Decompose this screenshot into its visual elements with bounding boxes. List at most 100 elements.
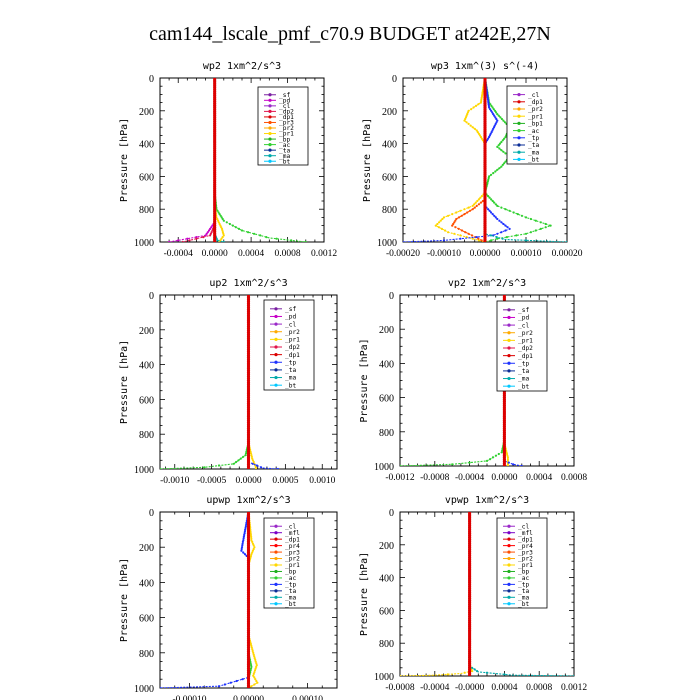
y-tick-label: 800 xyxy=(139,205,154,216)
chart-title: vpwp 1xm^2/s^3 xyxy=(445,495,529,506)
y-tick-label: 0 xyxy=(149,291,154,302)
legend-label: _ta xyxy=(528,142,539,149)
legend-label: _dp1 xyxy=(285,352,300,359)
point-ac xyxy=(500,117,503,121)
point-pr1 xyxy=(252,460,255,464)
point-pr1 xyxy=(217,221,220,224)
point-tp xyxy=(504,229,507,232)
point-tp xyxy=(490,211,493,214)
point-ac xyxy=(508,209,511,212)
point-ac xyxy=(222,219,225,222)
y-tick-label: 1000 xyxy=(134,684,154,695)
point-ac xyxy=(488,196,491,199)
point-ac xyxy=(544,226,547,229)
legend-label: _ma xyxy=(528,149,539,156)
x-tick-label: 0.00000 xyxy=(470,249,501,259)
legend-label: _ma xyxy=(518,376,529,383)
legend-marker xyxy=(274,337,278,341)
point-pr1 xyxy=(465,121,468,124)
point-ac xyxy=(496,113,499,116)
zero-trace-point xyxy=(246,571,251,575)
point-tp xyxy=(244,528,247,531)
point-ac xyxy=(234,226,237,229)
chart-vp2: vp2 1xm^2/s^3 0 200 400 600 800 1000 Pressure [… xyxy=(359,278,587,483)
point-pr1 xyxy=(251,649,254,653)
point-pr1 xyxy=(453,232,456,235)
point-ma xyxy=(565,240,567,242)
legend-label: _pr3 xyxy=(279,120,294,127)
point-ac xyxy=(500,165,503,168)
point-pd xyxy=(210,226,213,229)
point-pr1 xyxy=(440,227,443,230)
point-pr1 xyxy=(255,679,258,683)
point-ma xyxy=(495,236,498,239)
point-pr3 xyxy=(454,219,457,222)
legend: _sf_pd_cl_dp2_dp1_pr3_pr2_pr1_bp_ac_ta_m… xyxy=(257,86,309,165)
point-pr1 xyxy=(478,134,481,137)
legend-marker xyxy=(274,345,278,349)
point-pr1 xyxy=(254,660,257,663)
point-ac xyxy=(244,454,247,457)
point-tp xyxy=(244,525,247,528)
point-tp xyxy=(500,221,503,224)
y-tick-label: 200 xyxy=(379,541,394,552)
point-pr1 xyxy=(253,676,256,679)
legend-box xyxy=(263,299,315,391)
point-tp xyxy=(403,240,405,242)
point-ac xyxy=(228,222,231,226)
legend-label: _pd xyxy=(279,98,290,105)
legend-label: _dp2 xyxy=(518,345,533,352)
x-tick-label: -0.0008 xyxy=(385,683,415,693)
point-tp xyxy=(160,686,162,688)
legend-label: _ta xyxy=(518,368,529,375)
x-tick-label: -0.0004 xyxy=(420,683,450,693)
chart-title: up2 1xm^2/s^3 xyxy=(209,278,287,289)
legend-marker xyxy=(268,131,272,136)
point-ac xyxy=(242,455,245,458)
point-ma xyxy=(222,240,225,242)
point-pr1 xyxy=(481,90,484,93)
legend-marker xyxy=(268,143,272,147)
legend-label: _pr1 xyxy=(518,338,533,345)
series-group xyxy=(400,512,574,676)
point-tp xyxy=(486,98,490,101)
legend-label: _dp1 xyxy=(518,536,533,543)
legend-label: _bt xyxy=(518,383,529,390)
legend-marker xyxy=(507,595,511,599)
legend-marker xyxy=(507,550,511,554)
point-pr1 xyxy=(474,201,477,204)
point-pd xyxy=(195,236,198,239)
zero-trace-point xyxy=(246,518,251,523)
point-pr1 xyxy=(463,119,466,122)
x-tick-label: 0.00010 xyxy=(511,249,542,259)
legend-label: _cl xyxy=(528,92,539,99)
y-tick-label: 600 xyxy=(139,614,154,625)
point-tp xyxy=(243,530,246,533)
point-pr1 xyxy=(465,114,468,117)
point-ac xyxy=(225,221,228,224)
zero-trace-point xyxy=(213,239,217,242)
point-ac xyxy=(496,204,499,207)
point-ac xyxy=(290,239,293,242)
point-pr1 xyxy=(481,91,484,94)
point-tp xyxy=(240,547,243,551)
point-ac xyxy=(487,176,490,180)
legend-marker xyxy=(517,93,521,97)
point-pd xyxy=(205,232,208,235)
point-pr1 xyxy=(255,665,258,669)
legend-marker xyxy=(268,115,272,119)
point-tp xyxy=(243,533,246,537)
point-ac xyxy=(498,167,501,170)
point-tp xyxy=(486,94,489,98)
legend-marker xyxy=(274,307,278,311)
point-pr3 xyxy=(477,203,480,206)
point-tp xyxy=(507,461,510,464)
point-ac xyxy=(216,209,219,212)
legend-marker xyxy=(274,322,278,326)
y-axis-label: Pressure [hPa] xyxy=(119,558,130,642)
point-ac xyxy=(501,139,504,142)
point-tp xyxy=(276,467,280,469)
point-ac xyxy=(237,227,241,230)
point-pr1 xyxy=(252,672,255,676)
